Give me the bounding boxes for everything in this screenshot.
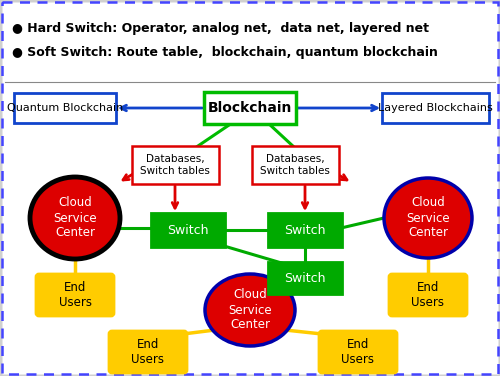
Text: Cloud
Service
Center: Cloud Service Center [228,288,272,332]
Text: ● Soft Switch: Route table,  blockchain, quantum blockchain: ● Soft Switch: Route table, blockchain, … [12,46,438,59]
Text: End
Users: End Users [58,281,92,309]
FancyBboxPatch shape [14,93,116,123]
FancyBboxPatch shape [268,262,342,294]
FancyBboxPatch shape [204,92,296,124]
Text: Databases,
Switch tables: Databases, Switch tables [140,154,210,176]
FancyBboxPatch shape [389,274,467,316]
FancyBboxPatch shape [132,146,218,184]
FancyBboxPatch shape [151,213,225,247]
Ellipse shape [384,178,472,258]
Text: Quantum Blockchain: Quantum Blockchain [7,103,123,113]
Ellipse shape [205,274,295,346]
Text: Layered Blockchains: Layered Blockchains [378,103,492,113]
FancyBboxPatch shape [252,146,338,184]
Text: End
Users: End Users [412,281,444,309]
Text: Databases,
Switch tables: Databases, Switch tables [260,154,330,176]
Text: Cloud
Service
Center: Cloud Service Center [406,197,450,240]
Ellipse shape [30,177,120,259]
Text: End
Users: End Users [132,338,164,366]
FancyBboxPatch shape [382,93,488,123]
Text: ● Hard Switch: Operator, analog net,  data net, layered net: ● Hard Switch: Operator, analog net, dat… [12,22,429,35]
FancyBboxPatch shape [268,213,342,247]
FancyBboxPatch shape [109,331,187,373]
FancyBboxPatch shape [319,331,397,373]
Text: Switch: Switch [284,271,326,285]
FancyBboxPatch shape [36,274,114,316]
Text: Switch: Switch [284,223,326,237]
Text: Cloud
Service
Center: Cloud Service Center [53,197,97,240]
Text: End
Users: End Users [342,338,374,366]
Text: Switch: Switch [167,223,209,237]
Text: Blockchain: Blockchain [208,101,292,115]
